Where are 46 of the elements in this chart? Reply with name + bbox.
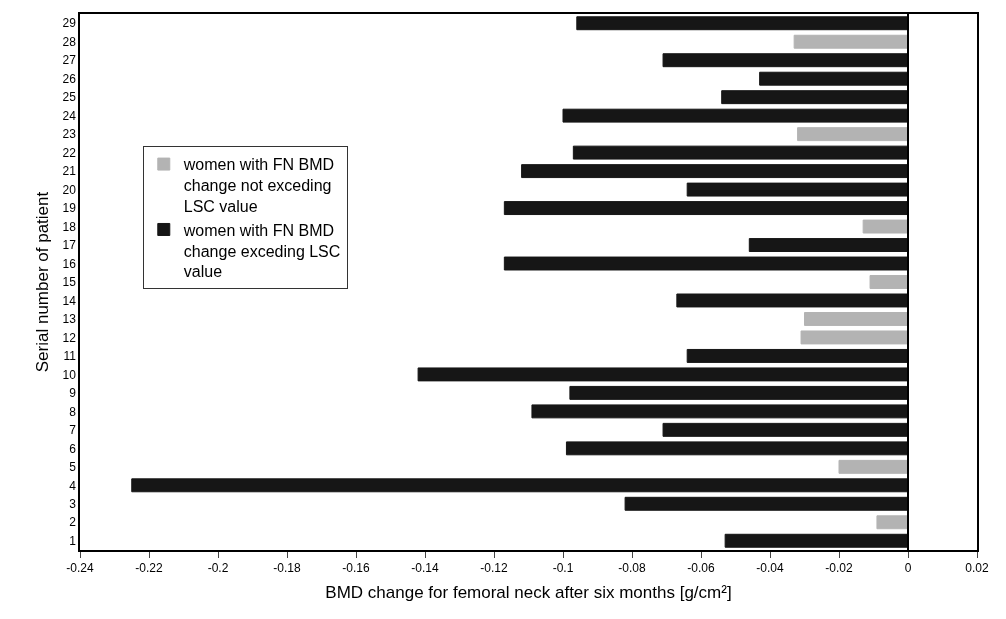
y-tick-label: 10 xyxy=(62,367,77,382)
y-tick-label: 11 xyxy=(63,349,77,364)
x-tick-label: 0.02 xyxy=(965,561,989,576)
x-tick-label: -0.08 xyxy=(618,561,646,576)
y-tick-label: 13 xyxy=(62,312,77,327)
y-tick-label: 6 xyxy=(69,441,77,456)
y-tick-label: 8 xyxy=(69,404,77,419)
x-tick-label: -0.24 xyxy=(66,561,94,576)
x-axis-title: BMD change for femoral neck after six months [g/cm²] xyxy=(325,583,732,603)
y-tick-label: 4 xyxy=(69,478,77,493)
x-tick-label: -0.14 xyxy=(411,561,439,576)
y-tick-label: 14 xyxy=(62,293,77,308)
x-tick-label: -0.18 xyxy=(273,561,301,576)
y-tick-label: 25 xyxy=(62,90,77,105)
y-tick-label: 16 xyxy=(62,256,77,271)
y-tick-label: 29 xyxy=(62,16,77,31)
y-tick-label: 15 xyxy=(62,275,77,290)
y-axis-title: Serial number of patient xyxy=(32,191,52,373)
y-tick-label: 7 xyxy=(69,423,77,438)
y-tick-label: 9 xyxy=(69,386,77,401)
x-tick-label: -0.02 xyxy=(825,561,853,576)
x-tick-label: -0.04 xyxy=(756,561,784,576)
y-tick-label: 23 xyxy=(62,127,77,142)
y-tick-label: 5 xyxy=(69,460,77,475)
x-tick-label: 0 xyxy=(904,561,912,576)
y-tick-label: 3 xyxy=(69,496,77,511)
y-tick-label: 18 xyxy=(62,219,77,234)
x-tick-label: -0.12 xyxy=(480,561,508,576)
x-tick-label: -0.22 xyxy=(135,561,163,576)
y-tick-label: 2 xyxy=(69,515,77,530)
y-tick-label: 22 xyxy=(62,145,77,160)
legend-label: women with FN BMD change exceding LSC value xyxy=(182,221,341,281)
y-tick-label: 28 xyxy=(62,34,77,49)
x-tick-label: -0.16 xyxy=(342,561,370,576)
y-tick-label: 17 xyxy=(62,238,77,253)
y-tick-label: 19 xyxy=(62,201,77,216)
y-tick-label: 1 xyxy=(69,533,77,548)
y-tick-label: 12 xyxy=(62,330,77,345)
x-tick-label: -0.06 xyxy=(687,561,715,576)
x-tick-label: -0.1 xyxy=(552,561,574,576)
y-tick-label: 20 xyxy=(62,182,77,197)
x-tick-label: -0.2 xyxy=(207,561,229,576)
y-tick-label: 26 xyxy=(62,71,77,86)
y-tick-label: 24 xyxy=(62,108,77,123)
y-tick-label: 27 xyxy=(62,53,77,68)
y-tick-label: 21 xyxy=(62,164,77,179)
